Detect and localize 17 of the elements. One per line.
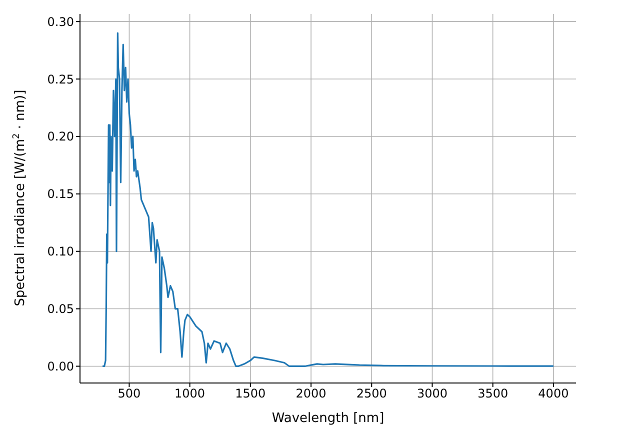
y-tick-label: 0.15	[47, 187, 74, 202]
line-series	[102, 32, 554, 368]
x-tick-label: 1500	[235, 386, 266, 401]
y-tick-label: 0.20	[47, 130, 74, 144]
y-tick-label: 0.10	[47, 244, 74, 259]
x-axis-title: Wavelength [nm]	[272, 411, 384, 426]
x-tick-label: 2000	[296, 386, 326, 401]
y-tick-label: 0.05	[47, 302, 74, 316]
x-tick-label: 500	[118, 386, 141, 401]
x-tick-label: 4000	[538, 386, 569, 401]
y-tick-label: 0.30	[47, 14, 74, 29]
y-tick-label: 0.00	[47, 359, 74, 374]
x-tick-label: 1000	[174, 386, 206, 401]
x-tick-label: 3500	[478, 386, 508, 401]
y-tick-label: 0.25	[47, 72, 74, 86]
x-tick-label: 2500	[356, 386, 387, 401]
x-tick-label: 3000	[416, 386, 448, 401]
